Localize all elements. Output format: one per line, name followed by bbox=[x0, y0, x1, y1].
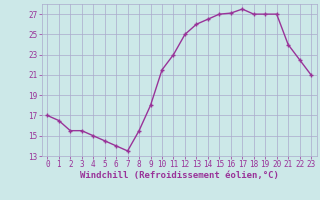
X-axis label: Windchill (Refroidissement éolien,°C): Windchill (Refroidissement éolien,°C) bbox=[80, 171, 279, 180]
